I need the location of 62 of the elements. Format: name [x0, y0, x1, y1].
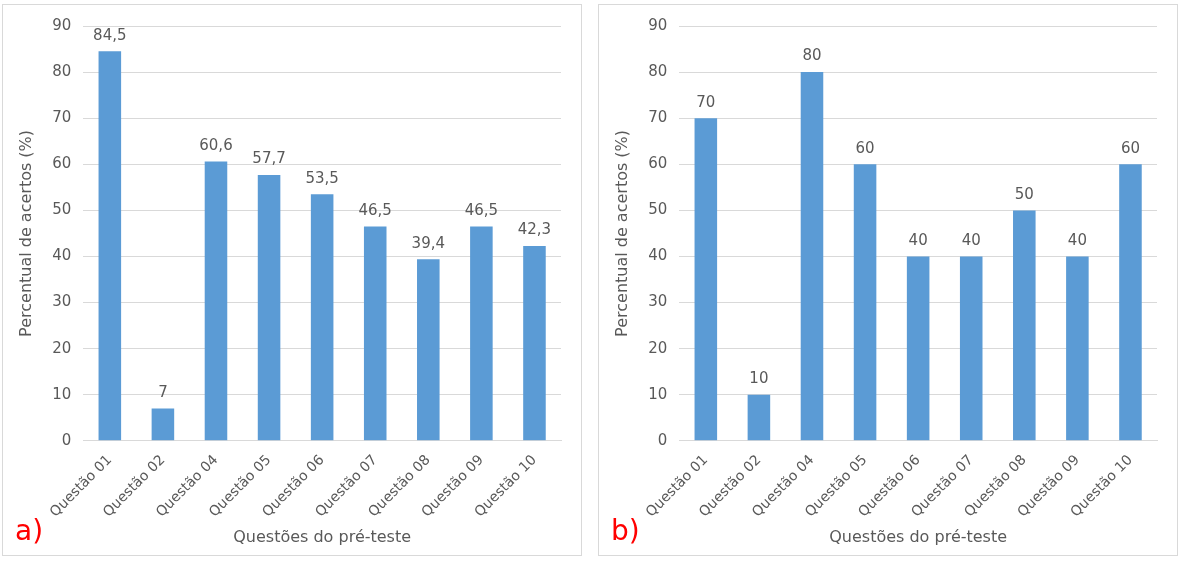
y-tick-label: 80 — [52, 61, 72, 80]
data-label: 60,6 — [199, 135, 233, 154]
bar — [417, 259, 440, 441]
data-label: 70 — [696, 92, 716, 111]
data-label: 40 — [1067, 230, 1087, 249]
data-label: 53,5 — [305, 168, 339, 187]
y-axis-title: Percentual de acertos (%) — [15, 129, 35, 337]
data-label: 40 — [961, 230, 981, 249]
y-tick-label: 40 — [648, 246, 668, 265]
bar — [1066, 256, 1089, 441]
data-label: 84,5 — [93, 25, 127, 44]
y-tick-label: 30 — [648, 292, 668, 311]
data-label: 7 — [158, 382, 168, 401]
bar — [747, 394, 771, 441]
data-label: 57,7 — [252, 149, 286, 168]
y-tick-label: 20 — [648, 338, 668, 357]
bar — [363, 226, 387, 441]
bar — [98, 51, 122, 441]
data-label: 50 — [1014, 184, 1034, 203]
y-tick-label: 0 — [657, 430, 668, 449]
bar — [959, 256, 983, 441]
y-tick-label: 30 — [52, 292, 72, 311]
y-tick-label: 90 — [52, 15, 72, 34]
data-label: 80 — [802, 46, 822, 65]
y-axis-title: Percentual de acertos (%) — [611, 129, 631, 337]
y-tick-label: 60 — [52, 154, 72, 173]
y-tick-label: 0 — [61, 430, 72, 449]
data-label: 46,5 — [464, 200, 499, 219]
bar — [151, 408, 175, 441]
y-tick-label: 90 — [648, 15, 668, 34]
data-label: 60 — [855, 138, 875, 157]
bar — [694, 118, 718, 441]
y-tick-label: 70 — [648, 108, 668, 127]
bar — [800, 72, 824, 441]
bar — [523, 245, 546, 441]
bar — [257, 174, 281, 441]
y-tick-label: 10 — [52, 384, 72, 403]
y-tick-label: 50 — [52, 200, 72, 219]
bar — [470, 226, 493, 441]
data-label: 10 — [749, 369, 769, 388]
bar — [1013, 210, 1036, 441]
bar — [310, 194, 334, 441]
bar — [906, 256, 930, 441]
y-tick-label: 50 — [648, 200, 668, 219]
data-label: 46,5 — [358, 200, 392, 219]
data-label: 40 — [908, 230, 928, 249]
data-label: 39,4 — [411, 233, 446, 252]
y-tick-label: 70 — [52, 108, 72, 127]
bar — [853, 164, 877, 441]
x-axis-title: Questões do pré-teste — [233, 526, 412, 546]
y-tick-label: 10 — [648, 384, 668, 403]
y-tick-label: 40 — [52, 246, 72, 265]
x-axis-title: Questões do pré-teste — [829, 526, 1008, 546]
data-label: 42,3 — [517, 220, 552, 239]
bar — [1119, 164, 1142, 441]
y-tick-label: 80 — [648, 61, 668, 80]
y-tick-label: 60 — [648, 154, 668, 173]
text: b) — [611, 514, 640, 548]
data-label: 60 — [1120, 138, 1141, 157]
bar — [204, 161, 228, 441]
y-tick-label: 20 — [52, 338, 72, 357]
text: a) — [15, 514, 44, 548]
